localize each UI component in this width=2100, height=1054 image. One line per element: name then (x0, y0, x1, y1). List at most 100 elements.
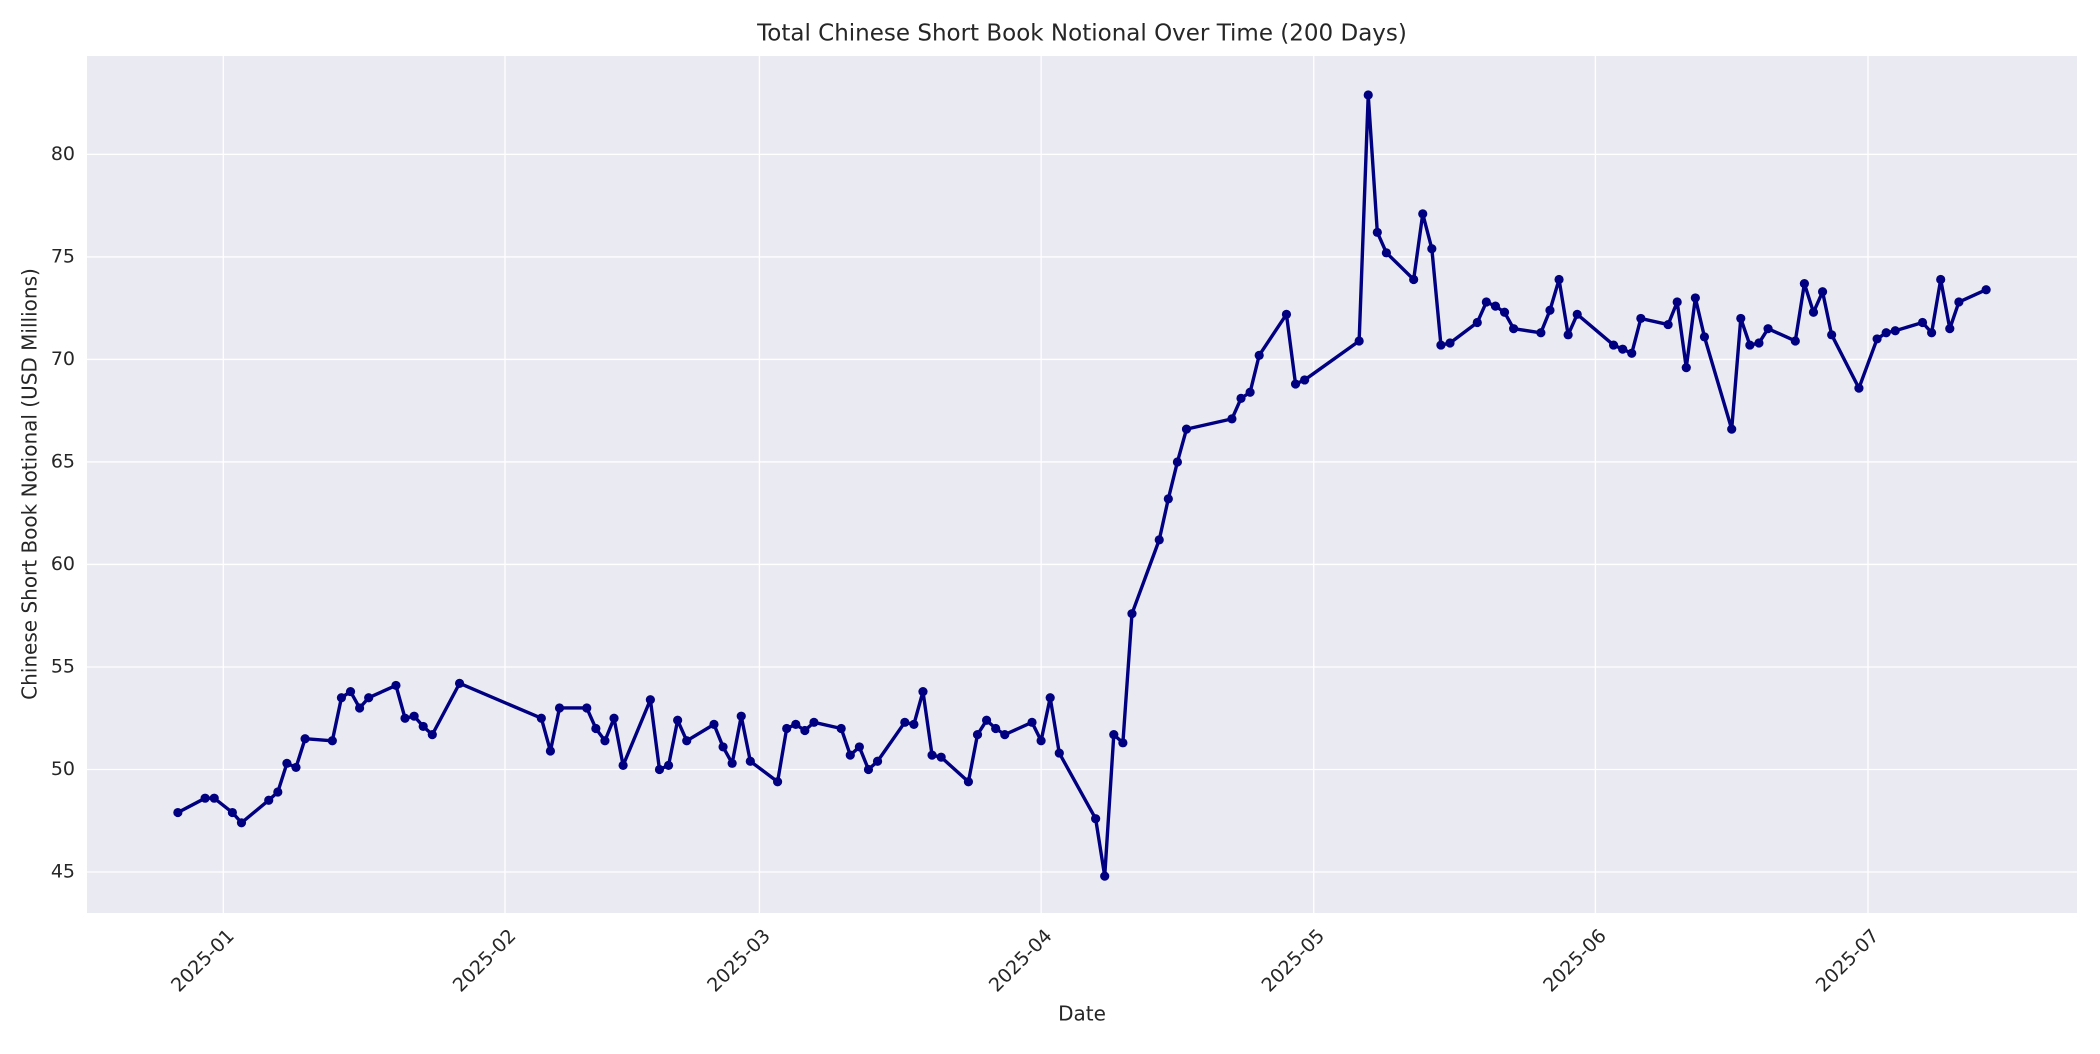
data-point (1954, 297, 1964, 307)
data-point (1745, 340, 1755, 350)
data-point (209, 793, 219, 803)
data-point (409, 711, 419, 721)
plot-area (87, 56, 2077, 913)
data-point (900, 717, 910, 727)
data-point (936, 752, 946, 762)
data-point (173, 807, 183, 818)
data-point (782, 723, 792, 734)
data-point (718, 742, 728, 752)
data-point (554, 703, 565, 713)
data-point (1163, 494, 1173, 504)
data-point (1091, 814, 1101, 824)
data-point (991, 723, 1001, 734)
data-point (1054, 748, 1064, 758)
data-point (1436, 340, 1446, 350)
y-tick-label: 65 (51, 450, 75, 472)
data-point (1227, 414, 1237, 424)
data-point (1827, 330, 1837, 340)
data-point (727, 758, 737, 768)
y-tick-label: 75 (51, 245, 75, 267)
data-point (1281, 309, 1292, 319)
data-point (854, 742, 864, 752)
data-point (273, 787, 283, 797)
data-point (1499, 307, 1510, 317)
data-point (1154, 535, 1164, 545)
data-point (1109, 730, 1119, 740)
data-point (591, 723, 601, 734)
data-point (772, 777, 783, 787)
data-point (1254, 350, 1264, 360)
data-point (1854, 383, 1864, 393)
data-point (1372, 227, 1382, 237)
y-tick-label: 45 (51, 860, 75, 882)
data-point (1563, 330, 1573, 340)
data-point (1100, 871, 1110, 881)
data-point (1663, 319, 1673, 330)
data-point (236, 818, 247, 828)
data-point (836, 723, 846, 734)
data-point (1618, 344, 1628, 354)
data-point (1636, 313, 1646, 324)
data-point (355, 703, 365, 713)
data-point (1545, 305, 1555, 315)
data-point (600, 736, 610, 746)
data-point (1672, 297, 1682, 307)
data-point (709, 719, 719, 729)
x-tick-label: 2025-07 (1812, 925, 1884, 997)
data-point (863, 764, 874, 775)
data-point (1490, 301, 1501, 311)
data-point (1363, 90, 1373, 100)
data-point (1790, 336, 1800, 346)
data-point (1418, 209, 1428, 219)
data-point (427, 730, 437, 740)
y-axis-label: Chinese Short Book Notional (USD Million… (18, 268, 42, 700)
data-point (1181, 424, 1192, 434)
data-point (1354, 336, 1364, 346)
data-point (264, 795, 274, 805)
data-point (300, 734, 310, 744)
data-point (872, 756, 883, 766)
data-point (1808, 307, 1819, 317)
data-point (654, 764, 665, 775)
data-point (1381, 248, 1392, 258)
data-point (1690, 293, 1700, 303)
data-point (972, 730, 983, 740)
data-point (1945, 324, 1955, 334)
data-point (1627, 348, 1637, 358)
data-point (545, 746, 556, 756)
data-point (1799, 278, 1809, 289)
data-point (200, 793, 210, 803)
x-tick-label: 2025-02 (449, 925, 521, 997)
data-point (609, 713, 619, 723)
y-tick-label: 80 (51, 143, 75, 165)
data-point (582, 703, 592, 713)
data-point (1917, 317, 1928, 328)
chart-title: Total Chinese Short Book Notional Over T… (756, 21, 1407, 47)
data-point (1472, 317, 1482, 328)
data-point (981, 715, 992, 725)
data-point (536, 713, 546, 723)
data-point (618, 760, 628, 770)
data-point (1554, 274, 1564, 285)
data-point (1754, 338, 1764, 348)
data-point (1890, 326, 1900, 336)
data-point (791, 719, 801, 729)
x-tick-label: 2025-01 (167, 925, 239, 997)
data-point (1236, 393, 1246, 403)
data-point (963, 777, 974, 787)
data-point (364, 693, 374, 703)
data-point (845, 750, 855, 760)
data-point (1445, 338, 1455, 348)
data-point (918, 686, 928, 697)
data-point (1172, 457, 1183, 467)
data-point (927, 750, 937, 760)
data-point (336, 693, 347, 703)
marks (173, 90, 1991, 881)
data-point (1536, 328, 1546, 338)
x-axis-label: Date (1058, 1002, 1106, 1026)
data-point (1936, 274, 1946, 285)
data-point (800, 725, 810, 736)
data-point (454, 678, 465, 688)
data-point (909, 719, 919, 729)
